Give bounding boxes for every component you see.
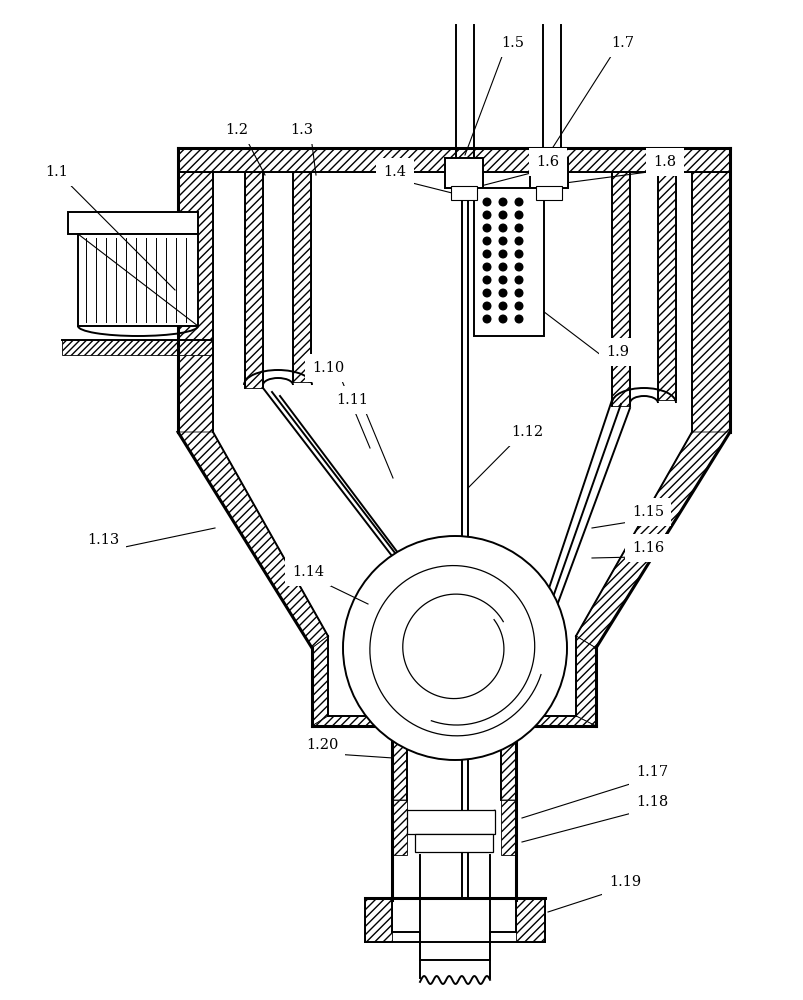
Polygon shape [365,898,392,942]
Circle shape [483,289,490,297]
Circle shape [515,302,522,310]
Text: 1.19: 1.19 [608,875,640,889]
Text: 1.1: 1.1 [46,165,68,179]
Circle shape [515,250,522,258]
Circle shape [515,237,522,245]
Polygon shape [611,172,630,406]
Polygon shape [500,800,516,855]
Text: 1.8: 1.8 [653,155,675,169]
Bar [406,810,495,834]
Circle shape [515,224,522,232]
Text: 1.17: 1.17 [635,765,667,779]
Text: 1.13: 1.13 [87,533,119,547]
Circle shape [499,250,506,258]
Text: 1.14: 1.14 [291,565,324,579]
Polygon shape [657,172,675,400]
Circle shape [499,289,506,297]
Circle shape [499,211,506,219]
Text: 1.11: 1.11 [336,393,368,407]
Bar [444,158,483,188]
Circle shape [483,211,490,219]
Text: 1.4: 1.4 [383,165,406,179]
Polygon shape [516,898,544,942]
Text: 1.10: 1.10 [312,361,344,375]
Bar [536,186,561,200]
Text: 1.18: 1.18 [635,795,667,809]
Polygon shape [62,340,212,355]
Text: 1.6: 1.6 [536,155,559,169]
Bar [414,834,492,852]
Circle shape [483,263,490,271]
Circle shape [499,237,506,245]
Circle shape [515,198,522,206]
Bar [529,158,567,188]
Circle shape [515,289,522,297]
Circle shape [483,224,490,232]
Circle shape [483,276,490,284]
Bar [78,234,198,326]
Bar [68,212,198,234]
Circle shape [483,198,490,206]
Circle shape [499,263,506,271]
Polygon shape [312,636,328,726]
Circle shape [343,536,566,760]
Circle shape [515,263,522,271]
Polygon shape [691,172,729,432]
Circle shape [499,276,506,284]
Polygon shape [392,800,406,855]
Polygon shape [177,172,213,432]
Text: 1.5: 1.5 [501,36,524,50]
Text: 1.15: 1.15 [631,505,663,519]
Polygon shape [575,636,595,726]
Circle shape [499,198,506,206]
Circle shape [483,302,490,310]
Circle shape [483,250,490,258]
Circle shape [499,302,506,310]
Text: 1.20: 1.20 [305,738,338,752]
Circle shape [499,224,506,232]
Polygon shape [529,158,567,188]
Polygon shape [444,158,483,188]
Text: 1.7: 1.7 [611,36,634,50]
Polygon shape [500,716,595,726]
Polygon shape [292,172,311,382]
Bar [450,186,476,200]
Polygon shape [500,716,516,800]
Polygon shape [177,432,328,648]
Text: 1.16: 1.16 [631,541,663,555]
Circle shape [499,315,506,323]
Bar [474,188,544,336]
Polygon shape [245,172,263,388]
Circle shape [483,315,490,323]
Text: 1.12: 1.12 [510,425,542,439]
Text: 1.9: 1.9 [605,345,629,359]
Circle shape [515,315,522,323]
Circle shape [483,237,490,245]
Polygon shape [575,432,729,648]
Polygon shape [312,716,406,726]
Polygon shape [392,716,406,800]
Polygon shape [177,148,729,172]
Circle shape [515,276,522,284]
Text: 1.3: 1.3 [290,123,313,137]
Text: 1.2: 1.2 [225,123,248,137]
Circle shape [515,211,522,219]
